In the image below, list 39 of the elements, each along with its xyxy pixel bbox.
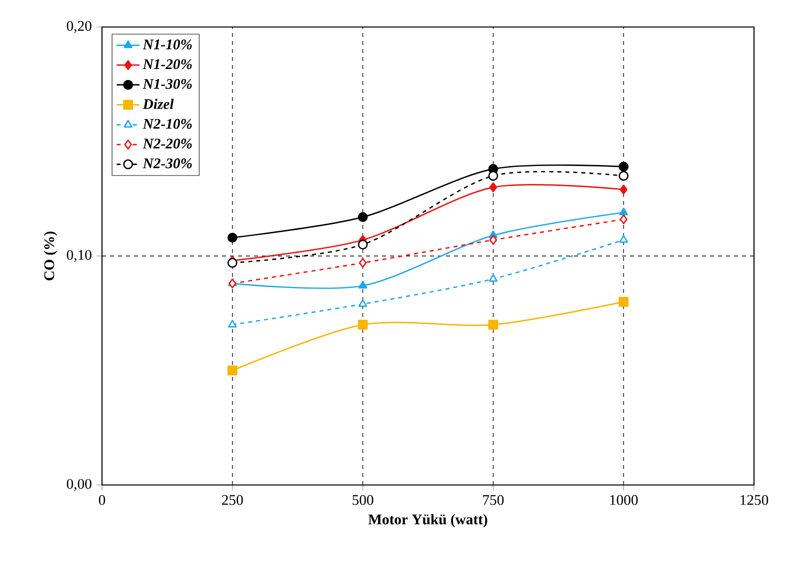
point — [488, 170, 498, 181]
point — [358, 212, 368, 222]
point — [489, 182, 498, 192]
point — [358, 280, 368, 289]
point — [618, 162, 629, 172]
x-tick-label: 500 — [352, 495, 374, 505]
x-tick-label: 750 — [483, 495, 504, 505]
point — [227, 232, 238, 243]
legend-label: N1-20% — [142, 59, 192, 70]
legend-label: N2-20% — [142, 138, 192, 149]
point — [358, 258, 367, 268]
point — [227, 366, 238, 376]
point — [618, 296, 629, 307]
x-tick-label: 1250 — [740, 495, 768, 505]
legend-label: N1-30% — [142, 78, 192, 89]
x-tick-label: 0 — [98, 495, 106, 505]
y-axis-title: CO (%) — [44, 232, 58, 280]
point — [488, 320, 498, 330]
x-axis-title: Motor Yükü (watt) — [368, 514, 488, 528]
point — [489, 235, 498, 245]
legend-label: N1-10% — [142, 39, 192, 50]
y-tick-label: 0,10 — [66, 250, 92, 262]
y-tick-label: 0,00 — [66, 478, 92, 491]
y-tick-label: 0,20 — [66, 20, 92, 33]
legend-label: Dizel — [142, 98, 174, 110]
point — [358, 240, 368, 250]
x-tick-label: 1000 — [610, 495, 638, 505]
x-tick-label: 250 — [222, 495, 243, 505]
point — [619, 235, 628, 243]
point — [620, 214, 628, 224]
legend-label: N2-30% — [142, 158, 192, 168]
point — [228, 320, 237, 328]
point — [488, 274, 498, 282]
point — [358, 320, 368, 330]
legend-label: N2-10% — [142, 118, 192, 129]
point — [619, 208, 628, 216]
point — [620, 184, 628, 195]
point — [358, 299, 368, 307]
point — [618, 170, 629, 181]
